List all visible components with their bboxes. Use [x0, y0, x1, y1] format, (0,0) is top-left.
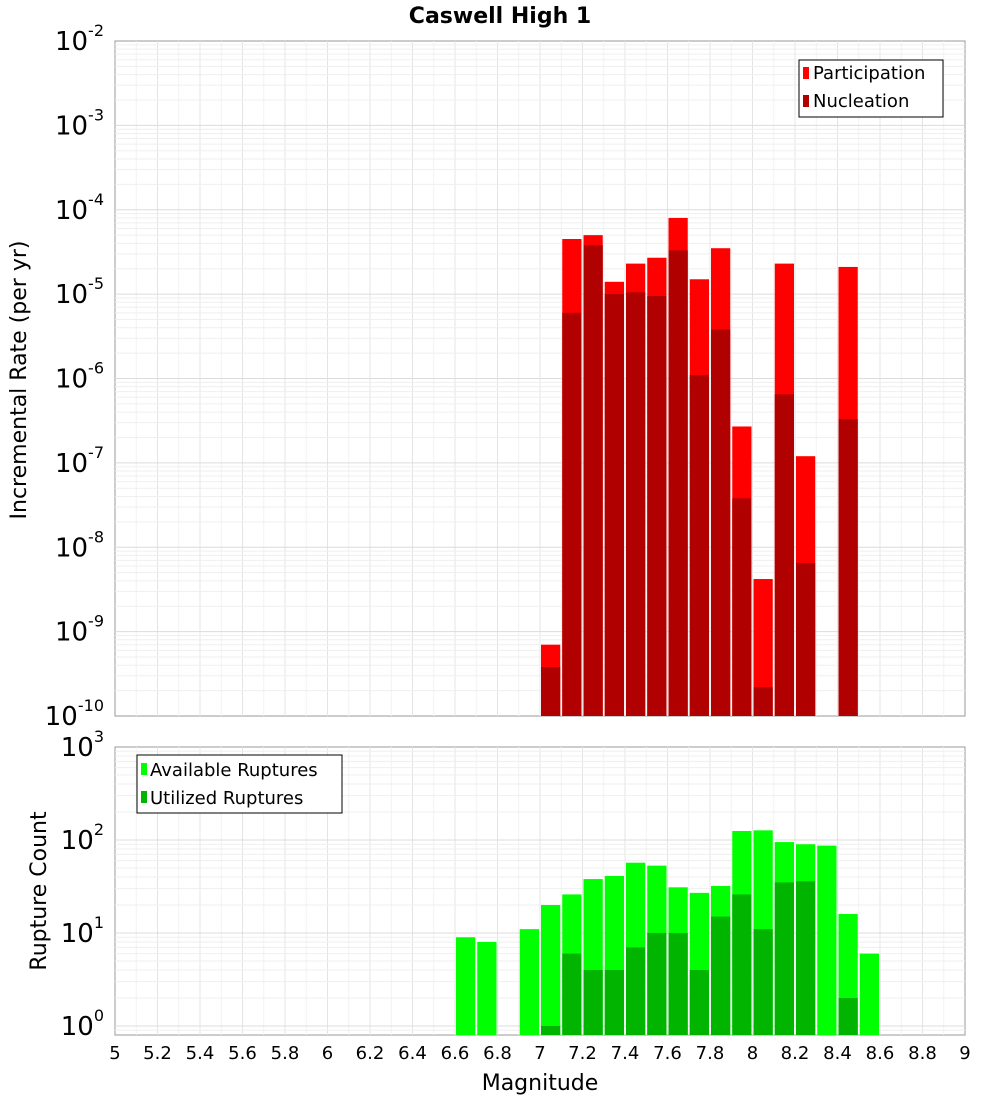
magnitude-x-tick-label: 8.2: [781, 1043, 810, 1064]
magnitude-x-tick-label: 8: [747, 1043, 758, 1064]
nucleation-bar: [838, 419, 858, 716]
nucleation-bar: [668, 250, 688, 717]
rate-y-tick-label: 10-6: [55, 359, 104, 395]
utilized-ruptures-bar: [562, 953, 582, 1035]
utilized-ruptures-bar: [583, 969, 603, 1035]
utilized-ruptures-bar: [732, 894, 752, 1035]
nucleation-bar: [753, 687, 773, 716]
count-y-tick-label: 101: [61, 913, 104, 949]
rate-y-tick-label: 10-9: [55, 612, 104, 648]
magnitude-x-tick-label: 5.8: [271, 1043, 300, 1064]
utilized-legend-swatch: [141, 791, 147, 803]
available-ruptures-bar: [477, 942, 497, 1035]
chart-title: Caswell High 1: [409, 4, 591, 29]
nucleation-legend-label: Nucleation: [813, 91, 909, 112]
magnitude-x-tick-label: 7.6: [653, 1043, 682, 1064]
count-y-ticks: 100 101 102 103: [61, 727, 104, 1042]
rate-panel: 10-10 10-9 10-8 10-7 10-6 10-5 10-4 10-3 10-2 In…: [7, 21, 966, 732]
rate-y-tick-label: 10-8: [55, 527, 104, 563]
participation-bar: [753, 579, 773, 716]
participation-legend-swatch: [803, 67, 809, 79]
nucleation-bar: [711, 329, 731, 716]
nucleation-bar: [604, 294, 624, 716]
utilized-ruptures-bar: [711, 916, 731, 1035]
utilized-ruptures-bar: [604, 969, 624, 1035]
rate-y-tick-label: 10-3: [55, 105, 104, 141]
rate-legend: Participation Nucleation: [798, 59, 944, 118]
rate-y-tick-label: 10-10: [45, 696, 104, 732]
utilized-legend-label: Utilized Ruptures: [150, 788, 303, 809]
available-ruptures-bar: [541, 904, 561, 1035]
magnitude-x-tick-label: 6.2: [356, 1043, 385, 1064]
magnitude-x-tick-label: 8.8: [908, 1043, 937, 1064]
rate-y-tick-label: 10-7: [55, 443, 104, 479]
count-y-axis-title: Rupture Count: [27, 811, 52, 971]
participation-legend-label: Participation: [813, 63, 925, 84]
rate-y-axis-title: Incremental Rate (per yr): [7, 241, 32, 520]
utilized-ruptures-bar: [796, 881, 816, 1035]
magnitude-x-tick-label: 5.6: [228, 1043, 257, 1064]
rate-bars: [541, 217, 858, 717]
nucleation-bar: [774, 394, 794, 716]
magnitude-x-tick-label: 5: [109, 1043, 120, 1064]
magnitude-x-tick-label: 5.2: [143, 1043, 172, 1064]
rate-grid: [115, 41, 965, 716]
count-y-tick-label: 100: [61, 1006, 104, 1042]
utilized-ruptures-bar: [689, 969, 709, 1035]
magnitude-x-tick-label: 5.4: [186, 1043, 215, 1064]
rate-y-tick-label: 10-2: [55, 21, 104, 57]
nucleation-bar: [796, 563, 816, 716]
available-legend-swatch: [141, 763, 147, 775]
count-y-tick-label: 103: [61, 727, 104, 763]
available-ruptures-bar: [859, 953, 879, 1035]
magnitude-x-tick-label: 7.2: [568, 1043, 597, 1064]
rate-y-ticks: 10-10 10-9 10-8 10-7 10-6 10-5 10-4 10-3 10-2: [45, 21, 104, 732]
count-panel: 100 101 102 103 5 5.2 5.4 5.6 5.8 6 6.2 6.4 6.6 6.8 7…: [27, 727, 971, 1096]
nucleation-bar: [562, 312, 582, 716]
magnitude-x-tick-label: 9: [959, 1043, 970, 1064]
available-ruptures-bar: [456, 937, 476, 1035]
rate-y-tick-label: 10-4: [55, 190, 104, 226]
magnitude-x-ticks: 5 5.2 5.4 5.6 5.8 6 6.2 6.4 6.6 6.8 7 7.2 7.4 7.6 7.8 8…: [109, 1043, 970, 1064]
available-ruptures-bar: [519, 929, 539, 1035]
rate-y-tick-label: 10-5: [55, 274, 104, 310]
magnitude-x-tick-label: 6.4: [398, 1043, 427, 1064]
magnitude-x-axis-title: Magnitude: [482, 1071, 599, 1096]
count-bars: [456, 830, 879, 1035]
available-ruptures-bar: [817, 845, 837, 1035]
nucleation-bar: [647, 296, 667, 716]
nucleation-bar: [732, 498, 752, 716]
magnitude-x-tick-label: 7.4: [611, 1043, 640, 1064]
utilized-ruptures-bar: [774, 882, 794, 1035]
count-legend-box: [136, 754, 343, 814]
count-y-tick-label: 102: [61, 820, 104, 856]
nucleation-bar: [689, 375, 709, 716]
count-legend: Available Ruptures Utilized Ruptures: [136, 754, 343, 814]
utilized-ruptures-bar: [647, 932, 667, 1035]
magnitude-x-tick-label: 6.6: [441, 1043, 470, 1064]
rate-legend-box: [798, 59, 944, 118]
nucleation-bar: [583, 245, 603, 717]
utilized-ruptures-bar: [753, 929, 773, 1035]
nucleation-bar: [626, 292, 646, 716]
nucleation-legend-swatch: [803, 95, 809, 107]
utilized-ruptures-bar: [626, 947, 646, 1035]
magnitude-x-tick-label: 6: [322, 1043, 333, 1064]
nucleation-bar: [541, 667, 561, 716]
magnitude-x-tick-label: 8.6: [866, 1043, 895, 1064]
magnitude-x-tick-label: 7.8: [696, 1043, 725, 1064]
magnitude-x-tick-label: 6.8: [483, 1043, 512, 1064]
utilized-ruptures-bar: [668, 932, 688, 1035]
magnitude-x-tick-label: 7: [534, 1043, 545, 1064]
utilized-ruptures-bar: [838, 997, 858, 1035]
magnitude-x-tick-label: 8.4: [823, 1043, 852, 1064]
utilized-ruptures-bar: [541, 1025, 561, 1035]
available-legend-label: Available Ruptures: [150, 760, 318, 781]
